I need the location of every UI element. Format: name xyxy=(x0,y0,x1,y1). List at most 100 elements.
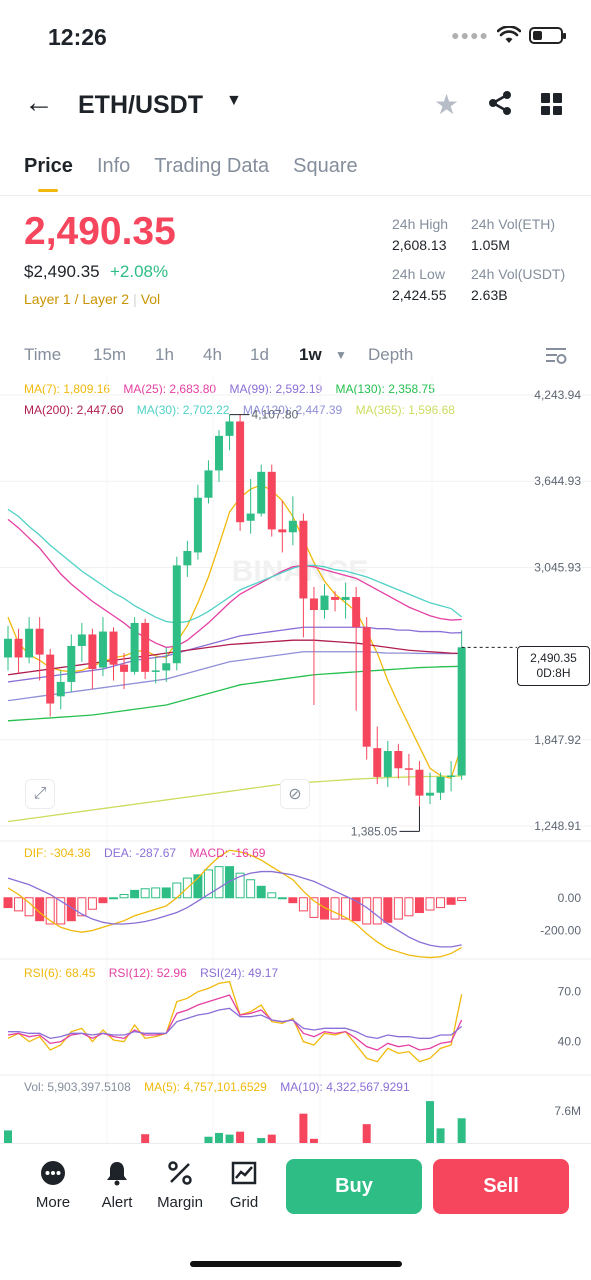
candle-body xyxy=(4,638,12,658)
macd-dif-line xyxy=(7,849,462,959)
margin-button[interactable]: Margin xyxy=(151,1160,209,1211)
tag-layer[interactable]: Layer 1 / Layer 2 xyxy=(24,291,130,307)
back-arrow-icon[interactable]: ← xyxy=(24,86,54,119)
macd-bar xyxy=(288,897,298,904)
last-price: 2,490.35 xyxy=(24,210,176,253)
stat-vol-eth-label: 24h Vol(ETH) xyxy=(471,216,556,232)
home-indicator xyxy=(190,1261,402,1267)
macd-bar xyxy=(267,892,277,899)
macd-bar xyxy=(66,897,76,922)
candle-body xyxy=(35,628,44,655)
volume-bar xyxy=(236,1131,245,1143)
pair-dropdown-icon[interactable]: ▼ xyxy=(226,92,242,109)
macd-bar xyxy=(446,897,456,905)
sell-button[interactable]: Sell xyxy=(433,1159,569,1214)
candle-body xyxy=(88,634,97,669)
tf-depth[interactable]: Depth xyxy=(368,345,414,364)
candle-body xyxy=(447,775,456,777)
vol-ma10: MA(10): 4,322,567.9291 xyxy=(280,1080,410,1094)
category-tags: Layer 1 / Layer 2 | Vol xyxy=(24,291,161,307)
chart-settings-icon[interactable] xyxy=(545,346,567,364)
candle-body xyxy=(56,681,65,697)
macd-bar xyxy=(151,887,161,899)
y-axis-tick: 4,243.94 xyxy=(534,388,581,402)
bottom-action-bar: More Alert Margin Grid Buy Sell xyxy=(0,1143,591,1280)
macd-bar xyxy=(320,897,329,920)
pair-title[interactable]: ETH/USDT xyxy=(78,91,203,119)
candle-body xyxy=(141,622,150,672)
alert-button[interactable]: Alert xyxy=(88,1160,146,1211)
volume-y-tick: 7.6M xyxy=(554,1104,581,1118)
tf-time[interactable]: Time xyxy=(24,345,62,364)
rsi-line-rsi6 xyxy=(7,980,463,1063)
volume-bar xyxy=(309,1138,318,1143)
ma-line-ma30 xyxy=(7,508,463,624)
tabs-divider xyxy=(0,195,591,196)
volume-bar xyxy=(436,1128,445,1143)
tf-1h[interactable]: 1h xyxy=(155,345,174,364)
more-button[interactable]: More xyxy=(24,1160,82,1211)
ma-legend-row-2: MA(200): 2,447.60 MA(30): 2,702.22 MA(12… xyxy=(24,403,455,417)
candle-body xyxy=(299,520,308,599)
candle-body xyxy=(14,638,23,658)
tf-dropdown-icon[interactable]: ▼ xyxy=(335,348,347,362)
stat-high: 24h High 2,608.13 xyxy=(392,216,512,253)
macd-bar xyxy=(404,897,414,917)
tab-trading-data[interactable]: Trading Data xyxy=(154,155,270,177)
timeframe-bar: Time 15m 1h 4h 1d 1w ▼ Depth xyxy=(24,345,569,369)
macd-bar xyxy=(256,885,266,899)
hide-indicators-icon[interactable]: ⊘ xyxy=(280,779,310,809)
candle-body xyxy=(183,550,192,566)
volume-bar xyxy=(4,1130,12,1143)
ma-line-ma130 xyxy=(7,665,462,722)
ma-line-ma365 xyxy=(7,775,462,823)
macd-bar xyxy=(436,897,446,909)
candle-body xyxy=(278,529,287,533)
candle-body xyxy=(46,654,55,704)
macd-y-tick: -200.00 xyxy=(540,924,581,938)
macd-bar xyxy=(119,893,129,899)
favorite-star-icon[interactable]: ★ xyxy=(434,89,460,120)
macd-y-tick: 0.00 xyxy=(558,891,582,905)
rsi-6: RSI(6): 68.45 xyxy=(24,966,96,980)
tf-15m[interactable]: 15m xyxy=(93,345,127,364)
share-icon[interactable] xyxy=(487,90,513,116)
candle-body xyxy=(236,421,245,523)
volume-bar xyxy=(299,1113,308,1143)
macd-legend: DIF: -304.36 DEA: -287.67 MACD: -16.69 xyxy=(24,846,265,860)
tab-square[interactable]: Square xyxy=(293,155,358,177)
macd-bar xyxy=(457,897,467,901)
macd-bar xyxy=(109,897,118,900)
tab-price[interactable]: Price xyxy=(24,155,73,192)
ma-legend-row-1: MA(7): 1,809.16 MA(25): 2,683.80 MA(99):… xyxy=(24,382,435,396)
macd-bar xyxy=(330,897,340,920)
macd-bar xyxy=(277,897,287,900)
ma-legend-item: MA(365): 1,596.68 xyxy=(355,403,455,417)
candle-body xyxy=(362,627,371,747)
buy-button[interactable]: Buy xyxy=(286,1159,422,1214)
tf-1w[interactable]: 1w xyxy=(299,345,322,364)
tab-info[interactable]: Info xyxy=(96,155,131,177)
candle-body xyxy=(162,663,171,671)
tag-vol[interactable]: Vol xyxy=(140,291,161,307)
grid-button[interactable]: Grid xyxy=(215,1160,273,1211)
stat-high-label: 24h High xyxy=(392,216,449,232)
tf-4h[interactable]: 4h xyxy=(203,345,222,364)
candle-body xyxy=(457,647,466,776)
macd-bar xyxy=(182,877,192,899)
expand-icon[interactable]: ⤢ xyxy=(25,779,55,809)
layout-grid-icon[interactable] xyxy=(541,93,563,115)
stat-vol-usdt-label: 24h Vol(USDT) xyxy=(471,266,566,282)
candle-body xyxy=(204,470,213,498)
macd-bar xyxy=(341,897,351,920)
volume-bar xyxy=(426,1101,434,1143)
price-chart[interactable]: 4,243.94 3,644.93 3,045.93 1,847.92 1,248.91… xyxy=(0,375,591,1143)
volume-bar xyxy=(141,1134,150,1143)
candle-body xyxy=(67,645,76,682)
ma-legend-item: MA(99): 2,592.19 xyxy=(229,382,323,396)
price-usd: $2,490.35 xyxy=(24,262,100,281)
tf-1d[interactable]: 1d xyxy=(250,345,269,364)
candle-body xyxy=(257,471,266,514)
macd-bar xyxy=(214,866,224,899)
status-time: 12:26 xyxy=(48,24,107,50)
